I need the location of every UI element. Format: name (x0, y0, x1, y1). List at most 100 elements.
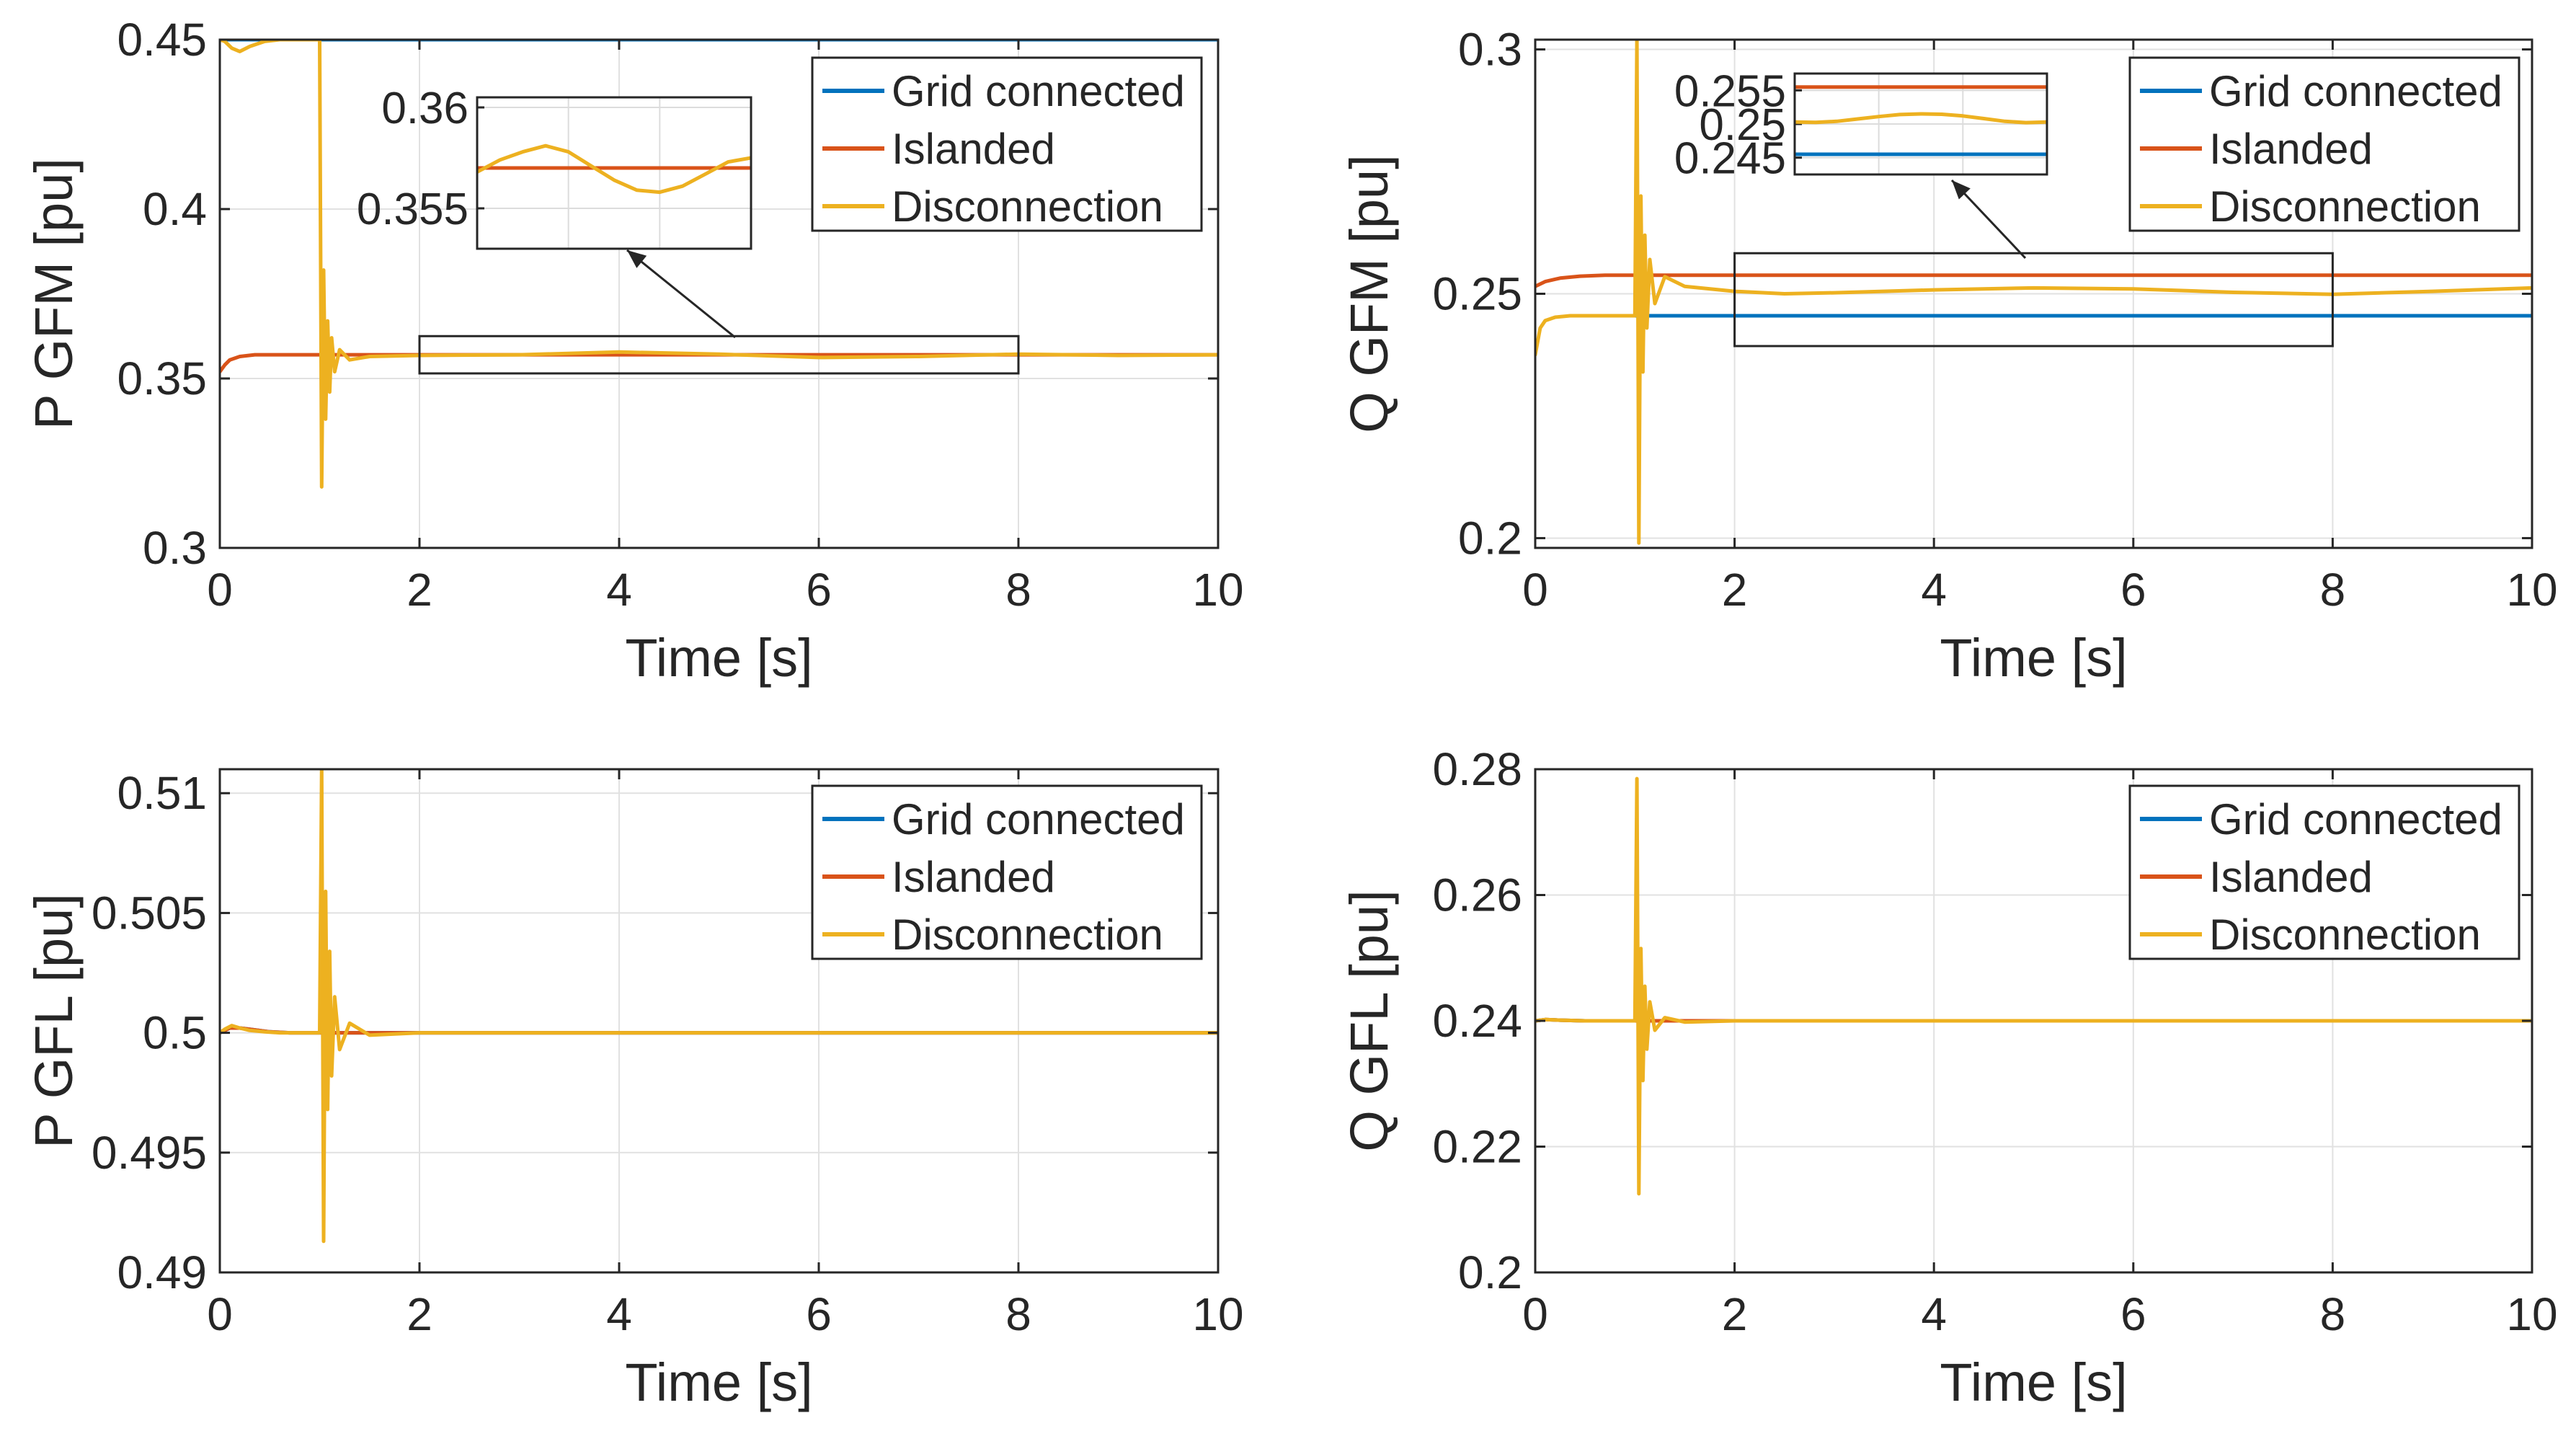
y-tick-label: 0.45 (117, 14, 207, 66)
zoom-arrow-head (1952, 180, 1971, 200)
legend-label: Grid connected (892, 795, 1185, 843)
chart-pgfm: 0 2 4 6 8 10 0.3 0.35 0.4 0.45 Time [s] P GFM [pu] 0… (24, 14, 1244, 688)
legend-box (811, 56, 1203, 232)
y-tick-label: 0.26 (1432, 869, 1522, 921)
x-tick-label: 2 (1722, 564, 1748, 616)
x-axis-label: Time [s] (1940, 628, 2127, 688)
inset-series-group (477, 143, 751, 195)
zoom-arrow (626, 249, 736, 339)
x-tick-label: 4 (606, 564, 632, 616)
x-tick-label: 2 (407, 564, 432, 616)
x-tick-label: 4 (1921, 564, 1947, 616)
legend: Grid connected Islanded Disconnection (2128, 56, 2521, 232)
series-line-disconnection (220, 769, 1218, 1244)
x-tick-label: 8 (2320, 1288, 2346, 1340)
y-tick-label: 0.22 (1432, 1121, 1522, 1173)
x-axis-label: Time [s] (625, 628, 812, 688)
y-axis-label: P GFM [pu] (24, 158, 84, 430)
inset-series-group (1795, 85, 2047, 156)
x-tick-label: 0 (207, 1288, 233, 1340)
series-line-disconnection (220, 40, 1218, 489)
y-tick-label: 0.4 (143, 183, 207, 235)
y-tick-label: 0.25 (1432, 268, 1522, 320)
y-tick-label: 0.5 (143, 1007, 207, 1059)
y-tick-label: 0.3 (1458, 24, 1522, 76)
y-tick-label: 0.35 (117, 353, 207, 404)
x-tick-label: 6 (2120, 1288, 2146, 1340)
inset-border (1793, 72, 2048, 176)
series-line-disconnection (1535, 776, 2532, 1196)
legend-label: Grid connected (892, 67, 1185, 115)
legend-label: Islanded (2209, 853, 2373, 901)
x-tick-label: 8 (2320, 564, 2346, 616)
y-tick-label: 0.3 (143, 522, 207, 574)
x-tick-label: 6 (806, 564, 832, 616)
y-tick-label: 0.51 (117, 767, 207, 819)
zoom-arrow-head (627, 250, 647, 268)
legend: Grid connected Islanded Disconnection (811, 56, 1203, 232)
inset-series-line-disconnection (477, 143, 751, 195)
y-tick-label: 0.505 (92, 887, 207, 939)
legend-label: Disconnection (2209, 182, 2481, 231)
legend: Grid connected Islanded Disconnection (2128, 784, 2521, 960)
y-tick-label: 0.24 (1432, 995, 1522, 1047)
x-tick-label: 10 (2506, 1288, 2557, 1340)
y-tick-label: 0.495 (92, 1127, 207, 1179)
x-tick-label: 0 (1522, 1288, 1548, 1340)
legend-label: Islanded (892, 853, 1055, 901)
series-group (1535, 40, 2532, 545)
legend-label: Disconnection (2209, 911, 2481, 959)
x-tick-label: 0 (207, 564, 233, 616)
legend-label: Grid connected (2209, 67, 2502, 115)
legend-box (811, 784, 1203, 960)
axes-box (218, 38, 1220, 549)
inset-series-line-disconnection (1795, 112, 2047, 125)
inset-border (476, 96, 752, 250)
x-tick-label: 6 (806, 1288, 832, 1340)
y-axis-label: Q GFM [pu] (1339, 154, 1399, 433)
x-tick-label: 0 (1522, 564, 1548, 616)
zoom-inset: 0.355 0.36 (357, 84, 752, 250)
axes-box (218, 768, 1220, 1274)
chart-qgfl: 0 2 4 6 8 10 0.2 0.22 0.24 0.26 0.28 Time [s] Q GFL … (1339, 743, 2558, 1412)
zoom-region-box (418, 335, 1020, 375)
chart-pgfl: 0 2 4 6 8 10 0.49 0.495 0.5 0.505 0.51 Time [s] P GF… (24, 767, 1244, 1412)
y-tick-label: 0.49 (117, 1246, 207, 1298)
y-axis-label: Q GFL [pu] (1339, 890, 1399, 1151)
series-line-islanded (220, 353, 1218, 374)
y-axis-label: P GFL [pu] (24, 893, 84, 1148)
x-tick-label: 4 (606, 1288, 632, 1340)
x-tick-label: 2 (1722, 1288, 1748, 1340)
x-axis-label: Time [s] (625, 1352, 812, 1412)
legend-label: Disconnection (892, 182, 1163, 231)
x-tick-label: 6 (2120, 564, 2146, 616)
x-tick-label: 10 (1192, 564, 1243, 616)
legend-label: Disconnection (892, 911, 1163, 959)
legend-box (2128, 56, 2521, 232)
x-tick-label: 2 (407, 1288, 432, 1340)
legend-label: Islanded (2209, 125, 2373, 173)
inset-y-tick-label: 0.255 (1674, 66, 1786, 116)
inset-y-tick-label: 0.36 (381, 84, 468, 133)
inset-y-tick-label: 0.245 (1674, 134, 1786, 184)
x-tick-label: 10 (1192, 1288, 1243, 1340)
x-tick-label: 10 (2506, 564, 2557, 616)
series-group (220, 769, 1218, 1244)
series-line-disconnection (1535, 40, 2532, 545)
chart-qgfm: 0 2 4 6 8 10 0.2 0.25 0.3 Time [s] Q GFM [pu] 0.245… (1339, 24, 2558, 688)
y-tick-label: 0.2 (1458, 1246, 1522, 1298)
zoom-region-box (1733, 252, 2334, 347)
legend: Grid connected Islanded Disconnection (811, 784, 1203, 960)
inset-y-tick-label: 0.25 (1699, 100, 1786, 150)
x-axis-label: Time [s] (1940, 1352, 2127, 1412)
series-group (220, 40, 1218, 489)
inset-y-tick-label: 0.355 (357, 185, 468, 234)
y-tick-label: 0.28 (1432, 743, 1522, 795)
legend-label: Islanded (892, 125, 1055, 173)
x-tick-label: 8 (1005, 564, 1031, 616)
x-tick-label: 8 (1005, 1288, 1031, 1340)
y-tick-label: 0.2 (1458, 512, 1522, 564)
